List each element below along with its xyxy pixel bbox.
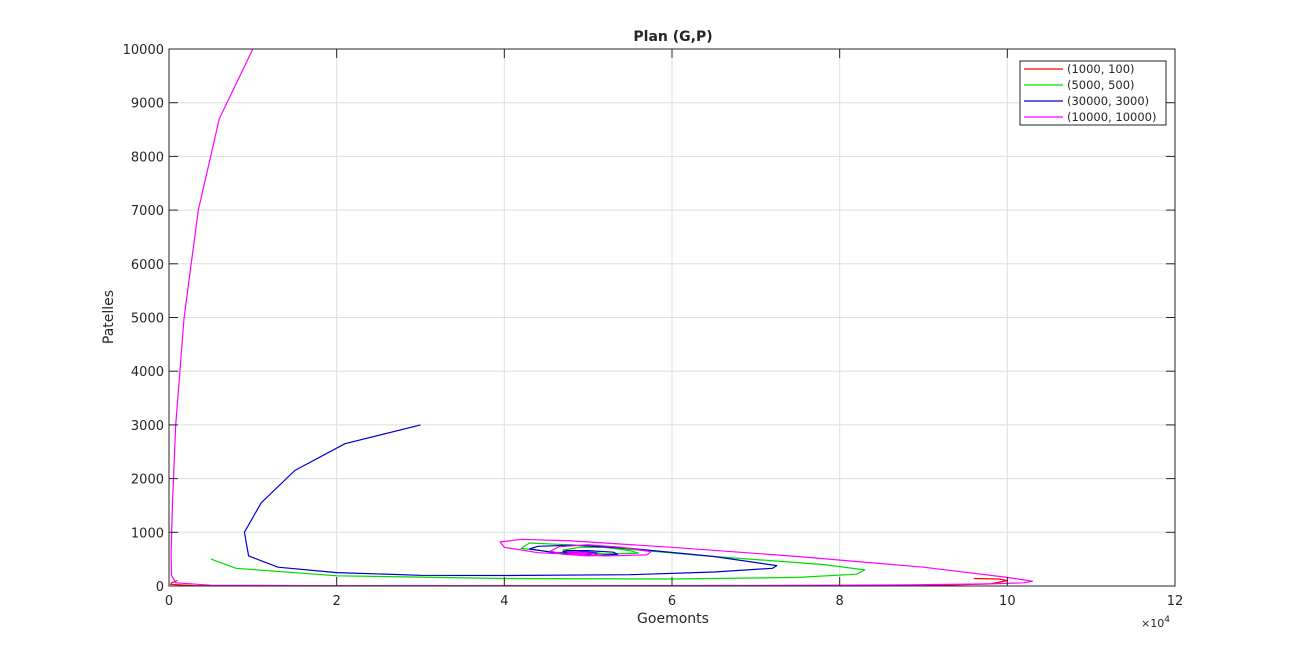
y-tick-label: 5000 <box>131 312 164 327</box>
y-axis-label: Patelles <box>101 290 117 344</box>
y-tick-label: 9000 <box>131 97 164 112</box>
legend-label-1: (1000, 100) <box>1067 62 1135 76</box>
ticks <box>168 48 1176 587</box>
y-tick-label: 7000 <box>131 204 164 219</box>
series-line-3 <box>243 424 778 577</box>
x-tick-label: 4 <box>500 594 508 609</box>
y-tick-labels: 0 1000 2000 3000 4000 5000 6000 7000 8000 9000 100… <box>123 43 164 595</box>
x-tick-labels: 0 2 4 6 8 10 12 <box>165 594 1183 609</box>
legend-label-3: (30000, 3000) <box>1067 94 1149 108</box>
legend-label-4: (10000, 10000) <box>1067 110 1156 124</box>
x-tick-label: 10 <box>999 594 1016 609</box>
x-tick-label: 2 <box>333 594 341 609</box>
y-tick-label: 8000 <box>131 150 164 165</box>
legend-items: (1000, 100) (5000, 500) (30000, 3000) (1000… <box>1024 62 1156 124</box>
y-tick-label: 6000 <box>131 258 164 273</box>
chart-title: Plan (G,P) <box>633 29 712 45</box>
y-tick-label: 2000 <box>131 473 164 488</box>
x-multiplier-base: ×10 <box>1141 617 1164 630</box>
x-multiplier: ×104 <box>1141 615 1170 630</box>
y-tick-label: 3000 <box>131 419 164 434</box>
series-line-4 <box>170 48 1034 587</box>
x-tick-label: 12 <box>1167 594 1184 609</box>
x-tick-label: 8 <box>836 594 844 609</box>
legend-box <box>1019 60 1167 126</box>
x-axis-label: Goemonts <box>637 611 709 627</box>
legend-label-2: (5000, 500) <box>1067 78 1135 92</box>
series-line-2 <box>210 542 866 580</box>
y-tick-label: 0 <box>156 580 164 595</box>
x-tick-label: 6 <box>668 594 676 609</box>
y-tick-label: 4000 <box>131 365 164 380</box>
grid <box>168 48 1176 587</box>
series-group <box>170 48 1034 587</box>
x-tick-label: 0 <box>165 594 173 609</box>
y-tick-label: 10000 <box>123 43 164 58</box>
x-multiplier-exponent: 4 <box>1164 615 1170 625</box>
legend: (1000, 100) (5000, 500) (30000, 3000) (1000… <box>1019 60 1167 126</box>
y-tick-label: 1000 <box>131 526 164 541</box>
